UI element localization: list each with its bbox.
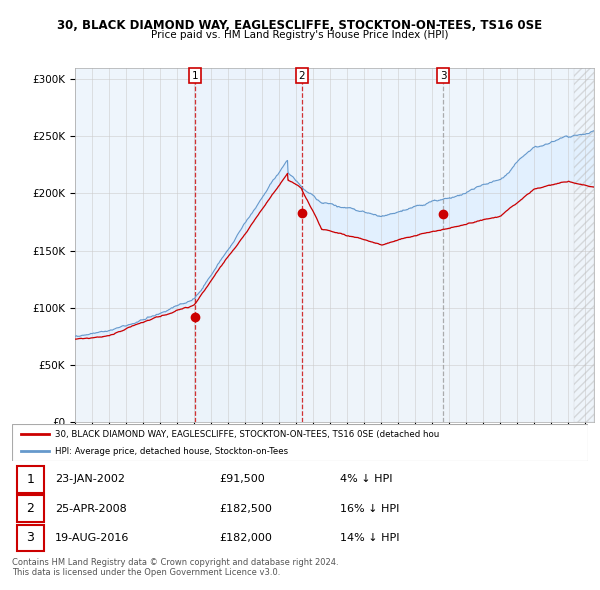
Text: 2: 2 <box>298 71 305 81</box>
Text: Contains HM Land Registry data © Crown copyright and database right 2024.
This d: Contains HM Land Registry data © Crown c… <box>12 558 338 577</box>
Text: £91,500: £91,500 <box>220 474 265 484</box>
Text: 4% ↓ HPI: 4% ↓ HPI <box>340 474 393 484</box>
Bar <box>196 68 302 422</box>
Text: 25-APR-2008: 25-APR-2008 <box>55 504 127 513</box>
Bar <box>17 525 44 551</box>
Text: 30, BLACK DIAMOND WAY, EAGLESCLIFFE, STOCKTON-ON-TEES, TS16 0SE: 30, BLACK DIAMOND WAY, EAGLESCLIFFE, STO… <box>58 19 542 32</box>
Text: 19-AUG-2016: 19-AUG-2016 <box>55 533 130 543</box>
Text: 14% ↓ HPI: 14% ↓ HPI <box>340 533 400 543</box>
Bar <box>17 466 44 493</box>
Text: 3: 3 <box>26 531 34 545</box>
Bar <box>17 496 44 522</box>
Text: 1: 1 <box>26 473 34 486</box>
Text: Price paid vs. HM Land Registry's House Price Index (HPI): Price paid vs. HM Land Registry's House … <box>151 30 449 40</box>
Text: £182,500: £182,500 <box>220 504 272 513</box>
Text: £182,000: £182,000 <box>220 533 272 543</box>
Text: 1: 1 <box>192 71 199 81</box>
Text: 16% ↓ HPI: 16% ↓ HPI <box>340 504 400 513</box>
Text: HPI: Average price, detached house, Stockton-on-Tees: HPI: Average price, detached house, Stoc… <box>55 447 289 456</box>
Text: 3: 3 <box>440 71 446 81</box>
Text: 30, BLACK DIAMOND WAY, EAGLESCLIFFE, STOCKTON-ON-TEES, TS16 0SE (detached hou: 30, BLACK DIAMOND WAY, EAGLESCLIFFE, STO… <box>55 430 439 439</box>
Text: 2: 2 <box>26 502 34 515</box>
Text: 23-JAN-2002: 23-JAN-2002 <box>55 474 125 484</box>
